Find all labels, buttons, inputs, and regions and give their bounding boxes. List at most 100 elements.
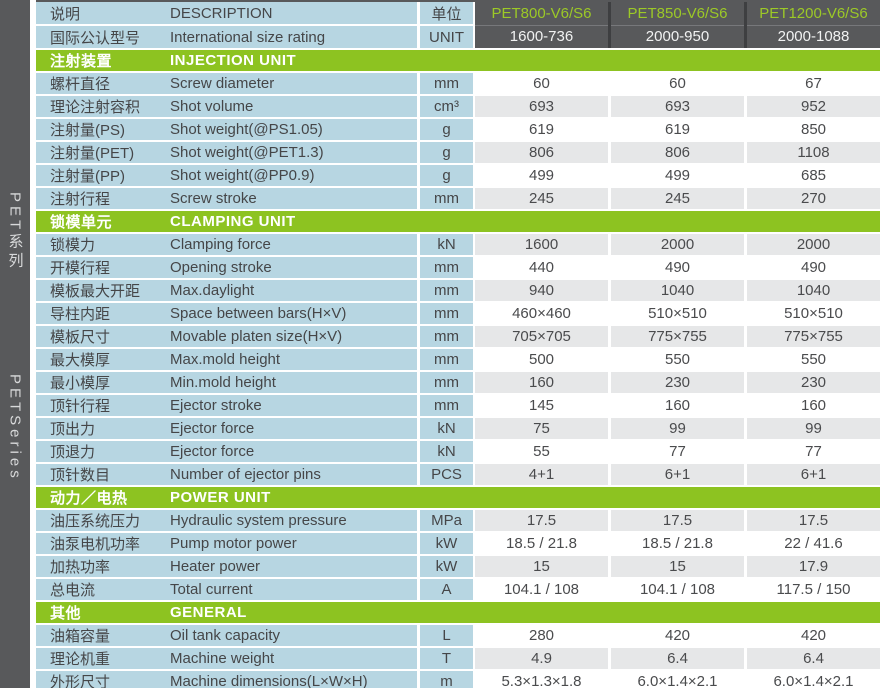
spec-value-cell: 60 <box>475 73 608 94</box>
spec-value-cell: 1600 <box>475 234 608 255</box>
spec-value-cell: 490 <box>608 257 744 278</box>
spec-value-cell: 60 <box>608 73 744 94</box>
spec-row: 油泵电机功率 Pump motor power kW 18.5 / 21.8 18.5 … <box>36 531 880 554</box>
spec-value-cell: 230 <box>608 372 744 393</box>
spec-label-en: Ejector force <box>165 418 417 439</box>
spec-unit-cell: mm <box>417 349 475 370</box>
spec-value-cell: 280 <box>475 625 608 646</box>
spec-value-cell: 952 <box>744 96 880 117</box>
model-size-rating: 2000-950 <box>645 28 710 46</box>
spec-table: 说明 DESCRIPTION 国际公认型号 International size… <box>36 0 880 688</box>
spec-value-cell: 117.5 / 150 <box>744 579 880 600</box>
spec-unit-cell: mm <box>417 326 475 347</box>
spec-value-cell: 6+1 <box>744 464 880 485</box>
spec-label-cn: 导柱内距 <box>36 303 165 324</box>
spec-row: 注射量(PS) Shot weight(@PS1.05) g 619 619 850 <box>36 117 880 140</box>
spec-label-cn: 油箱容量 <box>36 625 165 646</box>
spec-label-cn: 螺杆直径 <box>36 73 165 94</box>
spec-label-cn: 注射量(PP) <box>36 165 165 186</box>
spec-label-en: Ejector force <box>165 441 417 462</box>
spec-unit-cell: mm <box>417 257 475 278</box>
spec-unit-cell: mm <box>417 303 475 324</box>
spec-row: 开模行程 Opening stroke mm 440 490 490 <box>36 255 880 278</box>
spec-row: 锁模力 Clamping force kN 1600 2000 2000 <box>36 232 880 255</box>
table-header: 说明 DESCRIPTION 国际公认型号 International size… <box>36 2 880 48</box>
spec-row: 模板尺寸 Movable platen size(H×V) mm 705×705 775… <box>36 324 880 347</box>
spec-unit-cell: kN <box>417 418 475 439</box>
spec-value-cell: 440 <box>475 257 608 278</box>
spec-value-cell: 420 <box>744 625 880 646</box>
spec-value-cell: 806 <box>608 142 744 163</box>
spec-value-cell: 104.1 / 108 <box>475 579 608 600</box>
spec-value-cell: 619 <box>475 119 608 140</box>
spec-label-en: Ejector stroke <box>165 395 417 416</box>
section-header-row: 锁模单元 CLAMPING UNIT <box>36 209 880 232</box>
spec-unit-cell: cm³ <box>417 96 475 117</box>
spec-unit-cell: g <box>417 165 475 186</box>
model-size-rating: 1600-736 <box>509 28 574 46</box>
spec-unit-cell: T <box>417 648 475 669</box>
spec-value-cell: 510×510 <box>608 303 744 324</box>
spec-label-cn: 总电流 <box>36 579 165 600</box>
spec-value-cell: 940 <box>475 280 608 301</box>
spec-label-cn: 注射量(PET) <box>36 142 165 163</box>
spec-label-cn: 外形尺寸 <box>36 671 165 688</box>
spec-label-en: Max.mold height <box>165 349 417 370</box>
spec-label-cn: 模板最大开距 <box>36 280 165 301</box>
spec-value-cell: 460×460 <box>475 303 608 324</box>
spec-value-cell: 230 <box>744 372 880 393</box>
spec-value-cell: 55 <box>475 441 608 462</box>
spec-row: 顶针行程 Ejector stroke mm 145 160 160 <box>36 393 880 416</box>
spec-value-cell: 550 <box>744 349 880 370</box>
spec-value-cell: 67 <box>744 73 880 94</box>
spec-label-en: Min.mold height <box>165 372 417 393</box>
section-title-cn: 锁模单元 <box>50 214 113 231</box>
model-column: PET800-V6/S6 1600-736 <box>475 2 608 48</box>
spec-value-cell: 160 <box>475 372 608 393</box>
spec-label-en: Shot weight(@PS1.05) <box>165 119 417 140</box>
spec-value-cell: 685 <box>744 165 880 186</box>
spec-value-cell: 77 <box>744 441 880 462</box>
spec-label-cn: 锁模力 <box>36 234 165 255</box>
header-models-block: PET800-V6/S6 1600-736 PET850-V6/S6 2000-950… <box>475 2 880 48</box>
spec-label-en: Total current <box>165 579 417 600</box>
spec-label-cn: 注射行程 <box>36 188 165 209</box>
spec-label-cn: 油压系统压力 <box>36 510 165 531</box>
model-name: PET850-V6/S6 <box>611 2 744 26</box>
sidebar-gap <box>30 0 36 688</box>
header-unit-cn: 单位 <box>431 5 462 23</box>
spec-value-cell: 15 <box>475 556 608 577</box>
spec-row: 螺杆直径 Screw diameter mm 60 60 67 <box>36 71 880 94</box>
spec-row: 顶针数目 Number of ejector pins PCS 4+1 6+1 6+1 <box>36 462 880 485</box>
spec-unit-cell: mm <box>417 395 475 416</box>
spec-value-cell: 6.4 <box>608 648 744 669</box>
spec-value-cell: 99 <box>608 418 744 439</box>
spec-label-cn: 顶针行程 <box>36 395 165 416</box>
section-title-en: POWER UNIT <box>170 489 271 506</box>
spec-label-cn: 理论注射容积 <box>36 96 165 117</box>
spec-value-cell: 4+1 <box>475 464 608 485</box>
spec-row: 顶退力 Ejector force kN 55 77 77 <box>36 439 880 462</box>
spec-label-en: Hydraulic system pressure <box>165 510 417 531</box>
spec-label-en: Machine dimensions(L×W×H) <box>165 671 417 688</box>
spec-label-cn: 油泵电机功率 <box>36 533 165 554</box>
header-unit-block: 单位 UNIT <box>417 2 475 48</box>
spec-value-cell: 499 <box>608 165 744 186</box>
header-rating-cn: 国际公认型号 <box>50 29 141 47</box>
spec-row: 外形尺寸 Machine dimensions(L×W×H) m 5.3×1.3×1.… <box>36 669 880 688</box>
spec-value-cell: 2000 <box>608 234 744 255</box>
spec-row: 顶出力 Ejector force kN 75 99 99 <box>36 416 880 439</box>
spec-row: 理论机重 Machine weight T 4.9 6.4 6.4 <box>36 646 880 669</box>
spec-value-cell: 850 <box>744 119 880 140</box>
spec-value-cell: 619 <box>608 119 744 140</box>
spec-row: 注射量(PP) Shot weight(@PP0.9) g 499 499 685 <box>36 163 880 186</box>
model-size-rating: 2000-1088 <box>777 28 850 46</box>
spec-row: 最小模厚 Min.mold height mm 160 230 230 <box>36 370 880 393</box>
spec-value-cell: 15 <box>608 556 744 577</box>
section-title-cn: 注射装置 <box>50 53 113 70</box>
spec-value-cell: 18.5 / 21.8 <box>608 533 744 554</box>
spec-label-cn: 加热功率 <box>36 556 165 577</box>
spec-label-cn: 最小模厚 <box>36 372 165 393</box>
spec-unit-cell: MPa <box>417 510 475 531</box>
